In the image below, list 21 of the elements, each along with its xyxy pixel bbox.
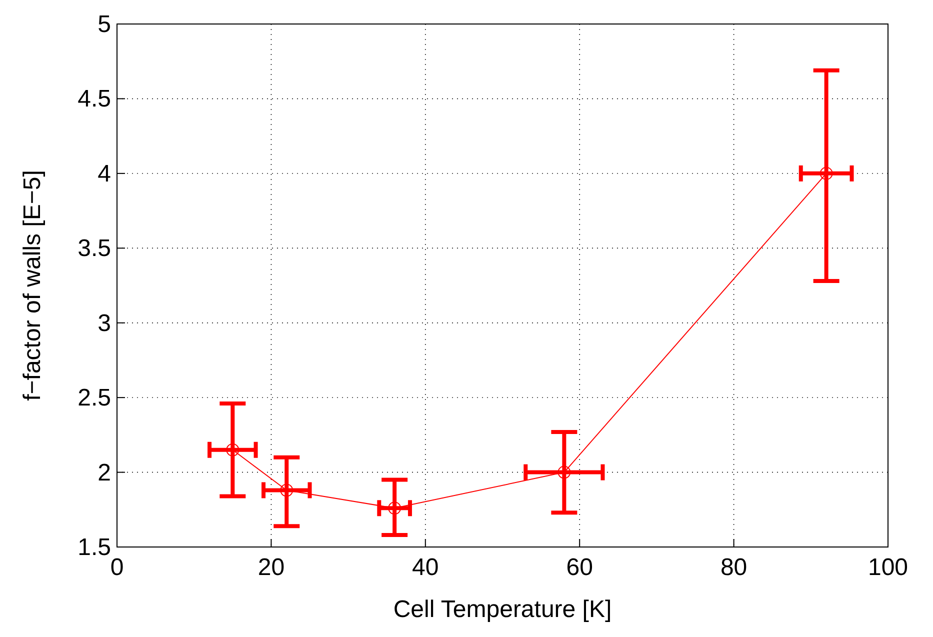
y-tick-label: 3: [98, 310, 111, 337]
y-tick-label: 2: [98, 459, 111, 486]
y-tick-label: 2.5: [78, 384, 111, 412]
x-tick-label: 60: [566, 554, 593, 581]
y-tick-label: 5: [98, 11, 111, 38]
x-tick-label: 100: [868, 554, 908, 581]
x-tick-label: 0: [110, 554, 124, 581]
point: [280, 484, 294, 497]
y-tick-label: 4: [98, 160, 111, 188]
point: [820, 166, 833, 180]
y-axis-title: f−factor of walls [E−5]: [19, 170, 46, 401]
point: [226, 443, 240, 456]
y-tick-label: 3.5: [78, 235, 111, 262]
point: [388, 502, 402, 515]
x-tick-label: 40: [412, 554, 439, 581]
y-tick-label: 1.5: [78, 534, 111, 561]
x-axis-title: Cell Temperature [K]: [393, 596, 612, 623]
x-tick-label: 20: [258, 554, 285, 581]
y-tick-label: 4.5: [78, 86, 111, 113]
x-tick-label: 80: [720, 554, 748, 581]
point: [558, 466, 571, 479]
